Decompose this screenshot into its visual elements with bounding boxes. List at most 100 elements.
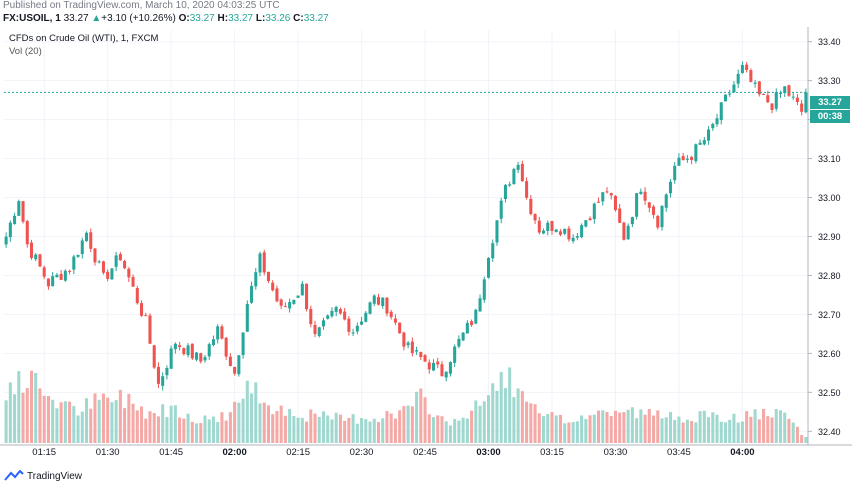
- candle-body: [482, 279, 486, 300]
- candle-body: [393, 318, 397, 323]
- volume-bar: [364, 419, 368, 443]
- candle-body: [4, 236, 8, 245]
- candle-body: [643, 191, 647, 201]
- candle-body: [173, 343, 177, 350]
- candle-body: [419, 352, 423, 358]
- candle-body: [664, 194, 668, 208]
- candle-body: [563, 228, 567, 234]
- volume-bar: [25, 388, 29, 443]
- volume-bar: [453, 419, 457, 443]
- volume-bar: [389, 413, 393, 443]
- candle-body: [694, 144, 698, 162]
- candle-body: [68, 270, 72, 272]
- candle-body: [17, 201, 21, 216]
- candle-body: [258, 253, 262, 273]
- candle-body: [355, 325, 359, 332]
- volume-bar: [685, 419, 689, 443]
- candle-body: [597, 201, 601, 203]
- candle-body: [195, 352, 199, 360]
- volume-bar: [313, 413, 317, 443]
- candlestick-chart[interactable]: 33.4033.3033.2033.1033.0032.9032.8032.70…: [0, 27, 852, 485]
- volume-bar: [110, 402, 114, 443]
- candle-body: [575, 236, 579, 238]
- volume-bar: [740, 421, 744, 443]
- candle-body: [431, 362, 436, 371]
- volume-bar: [17, 371, 21, 443]
- candle-body: [317, 327, 321, 336]
- candle-body: [309, 308, 313, 325]
- candle-body: [245, 303, 249, 332]
- publish-caption: Published on TradingView.com, March 10, …: [3, 0, 280, 11]
- bar-countdown-tag: 00:38: [810, 110, 850, 123]
- candle-body: [762, 93, 766, 95]
- candle-body: [42, 267, 46, 277]
- candle-body: [707, 129, 711, 141]
- volume-bar: [499, 371, 503, 443]
- x-tick-label: 02:00: [222, 447, 246, 458]
- tradingview-footer[interactable]: TradingView: [4, 470, 82, 482]
- volume-bar: [402, 406, 406, 443]
- candle-body: [402, 332, 406, 347]
- volume-bar: [55, 408, 59, 443]
- candle-body: [21, 201, 25, 222]
- volume-bar: [431, 417, 436, 443]
- volume-bar: [495, 390, 499, 443]
- candle-body: [512, 169, 516, 185]
- volume-bar: [542, 416, 546, 443]
- volume-bar: [186, 413, 190, 443]
- candle-body: [715, 118, 719, 125]
- candle-body: [381, 297, 385, 307]
- candle-body: [161, 376, 165, 386]
- tradingview-brand: TradingView: [27, 470, 83, 482]
- volume-bar: [647, 408, 651, 443]
- candle-body: [29, 242, 34, 258]
- volume-bar: [652, 415, 656, 443]
- candle-body: [630, 217, 634, 225]
- candle-body: [334, 307, 338, 312]
- volume-bar: [80, 411, 84, 443]
- volume-bar: [702, 410, 706, 443]
- volume-bar: [237, 402, 241, 443]
- volume-bar: [410, 406, 414, 443]
- candle-body: [588, 218, 592, 221]
- volume-bar: [211, 416, 215, 443]
- candle-body: [495, 220, 499, 243]
- candle-body: [127, 268, 131, 278]
- candle-body: [618, 208, 622, 223]
- candle-body: [749, 70, 753, 82]
- volume-bar: [393, 418, 397, 443]
- candle-body: [457, 338, 461, 347]
- candle-body: [368, 302, 372, 314]
- volume-bar: [381, 418, 385, 443]
- volume-bar: [178, 417, 182, 443]
- volume-bar: [351, 414, 355, 443]
- candle-body: [241, 332, 245, 356]
- candle-body: [148, 315, 152, 344]
- candle-body: [757, 81, 761, 95]
- volume-bar: [732, 413, 736, 443]
- volume-bar: [690, 421, 694, 443]
- candle-body: [465, 322, 469, 334]
- volume-bar: [228, 412, 232, 443]
- candle-body: [546, 222, 550, 231]
- candle-body: [723, 94, 728, 102]
- volume-bar: [135, 410, 139, 443]
- candle-body: [51, 276, 55, 287]
- volume-bar: [575, 421, 579, 443]
- volume-bar: [444, 421, 448, 443]
- candle-body: [503, 184, 507, 200]
- candle-body: [791, 96, 795, 98]
- candle-body: [783, 86, 787, 94]
- candle-body: [144, 315, 148, 317]
- volume-bar: [398, 410, 402, 443]
- candle-body: [165, 367, 169, 376]
- volume-bar: [520, 391, 524, 443]
- candle-body: [525, 181, 529, 198]
- candle-body: [190, 343, 194, 359]
- candle-body: [13, 215, 17, 225]
- candle-body: [360, 321, 364, 325]
- x-tick-label: 01:45: [159, 447, 183, 458]
- volume-bar: [106, 397, 110, 443]
- volume-bar: [613, 410, 617, 443]
- volume-bar: [89, 408, 93, 443]
